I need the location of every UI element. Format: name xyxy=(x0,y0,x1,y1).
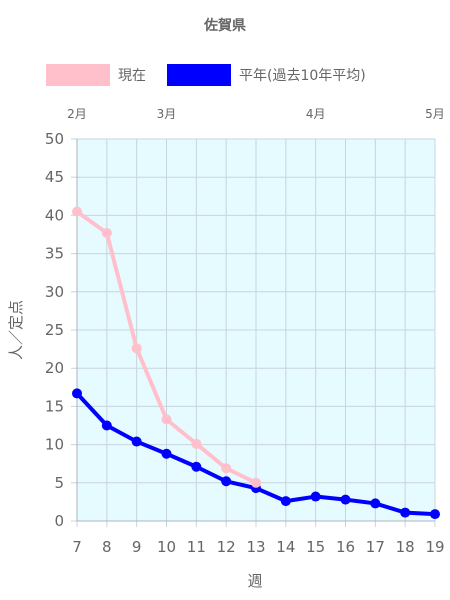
x-tick-label: 9 xyxy=(132,538,142,556)
data-point-normal xyxy=(430,509,440,520)
data-point-normal xyxy=(370,498,381,509)
data-point-normal xyxy=(101,420,112,431)
legend-label-normal: 平年(過去10年平均) xyxy=(239,68,366,84)
data-point-normal xyxy=(280,496,291,507)
month-label: 2月 xyxy=(67,107,87,121)
data-point-current xyxy=(161,414,172,425)
legend-label-current: 現在 xyxy=(118,68,146,84)
data-point-normal xyxy=(191,461,202,472)
y-tick-label: 30 xyxy=(45,283,64,301)
y-tick-label: 40 xyxy=(45,206,64,224)
y-tick-label: 20 xyxy=(45,359,64,377)
data-point-normal xyxy=(310,491,321,502)
y-tick-label: 25 xyxy=(45,321,64,339)
x-tick-label: 17 xyxy=(366,538,385,556)
x-axis-label: 週 xyxy=(247,572,262,590)
legend: 現在 平年(過去10年平均) xyxy=(46,64,366,86)
month-label: 4月 xyxy=(306,107,326,121)
x-tick-label: 19 xyxy=(425,538,444,556)
x-tick-label: 8 xyxy=(102,538,112,556)
x-tick-label: 7 xyxy=(72,538,82,556)
y-tick-label: 50 xyxy=(45,130,64,148)
x-tick-label: 16 xyxy=(336,538,355,556)
data-point-normal xyxy=(400,507,411,518)
data-point-normal xyxy=(72,388,82,399)
chart-title: 佐賀県 xyxy=(203,17,246,34)
month-labels: 2月 3月 4月 5月 xyxy=(67,107,445,121)
legend-item-current[interactable]: 現在 xyxy=(46,64,146,86)
y-tick-label: 0 xyxy=(54,512,64,530)
y-tick-label: 35 xyxy=(45,245,64,263)
data-point-normal xyxy=(161,448,172,459)
data-point-current xyxy=(251,477,261,488)
x-tick-label: 12 xyxy=(217,538,236,556)
y-tick-label: 10 xyxy=(45,436,64,454)
data-point-current xyxy=(131,343,142,354)
y-tick-label: 45 xyxy=(45,168,64,186)
x-tick-labels: 7 8 9 10 11 12 13 14 15 16 17 18 19 xyxy=(72,538,444,556)
x-tick-label: 10 xyxy=(157,538,176,556)
x-tick-label: 13 xyxy=(246,538,265,556)
series-layer xyxy=(72,206,440,520)
x-tick-label: 11 xyxy=(187,538,206,556)
data-point-current xyxy=(221,463,232,474)
y-tick-label: 5 xyxy=(54,474,64,492)
month-label: 3月 xyxy=(157,107,177,121)
x-tick-label: 15 xyxy=(306,538,325,556)
series-normal xyxy=(72,388,440,520)
y-tick-labels: 0 5 10 15 20 25 30 35 40 45 50 xyxy=(45,130,64,530)
legend-item-normal[interactable]: 平年(過去10年平均) xyxy=(167,64,366,86)
x-tick-label: 18 xyxy=(396,538,415,556)
month-label: 5月 xyxy=(425,107,445,121)
y-axis-label: 人／定点 xyxy=(7,300,25,360)
data-point-current xyxy=(191,438,202,449)
x-tick-label: 14 xyxy=(276,538,295,556)
grid xyxy=(71,138,436,527)
data-point-normal xyxy=(340,494,351,505)
data-point-normal xyxy=(131,436,142,447)
data-point-normal xyxy=(221,476,232,487)
data-point-current xyxy=(72,206,82,217)
y-tick-label: 15 xyxy=(45,397,64,415)
legend-swatch-current xyxy=(46,64,110,86)
data-point-current xyxy=(101,227,112,238)
legend-swatch-normal xyxy=(167,64,231,86)
series-current xyxy=(72,206,261,488)
